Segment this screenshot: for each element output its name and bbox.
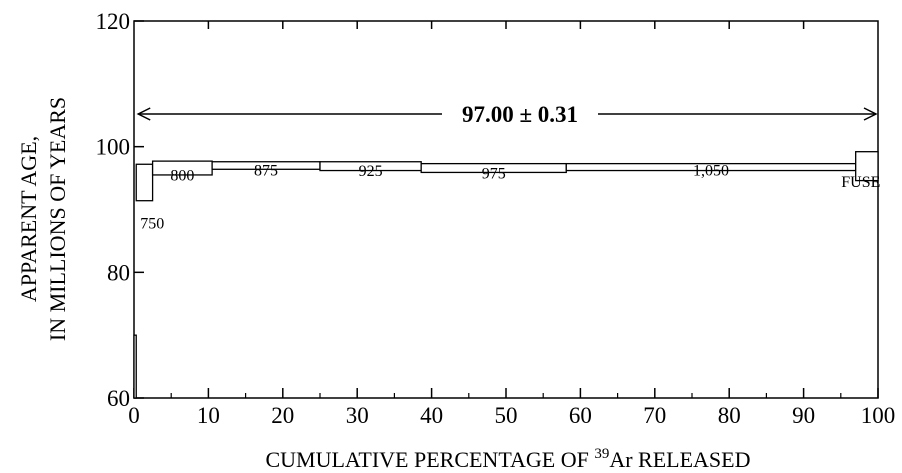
step-label: 925	[359, 163, 383, 180]
step-label: 800	[170, 168, 194, 185]
step-label: 875	[254, 163, 278, 180]
x-axis-title: CUMULATIVE PERCENTAGE OF 39Ar RELEASED	[265, 446, 750, 472]
plateau: 97.00 ± 0.31	[136, 102, 878, 127]
step-label: 1,050	[693, 163, 729, 180]
plateau-label: 97.00 ± 0.31	[462, 102, 578, 127]
age-step-box	[855, 151, 879, 182]
step-label: 750	[140, 216, 164, 233]
x-tick-label: 10	[197, 403, 220, 428]
x-axis-title-tail: Ar RELEASED	[609, 447, 750, 472]
x-tick-label: 100	[861, 403, 896, 428]
x-tick-label: 90	[792, 403, 815, 428]
x-tick-label: 30	[346, 403, 369, 428]
x-axis-ticks: 0 10 20 30 40 50 60 70 80 90 100	[128, 21, 895, 428]
y-tick-label: 100	[96, 135, 131, 160]
plot-area	[133, 20, 879, 399]
step-label: 975	[482, 166, 506, 183]
x-axis-title-superscript: 39	[594, 446, 609, 462]
x-tick-label: 0	[128, 403, 140, 428]
x-tick-label: 40	[420, 403, 443, 428]
y-axis-ticks: 60 80 100 120	[96, 9, 144, 411]
age-step-box	[135, 163, 154, 202]
y-tick-label: 60	[107, 386, 130, 411]
step-label: FUSE	[841, 174, 880, 191]
x-tick-label: 50	[495, 403, 518, 428]
y-tick-label: 80	[107, 260, 130, 285]
y-axis-title-line-1: APPARENT AGE,	[16, 136, 41, 302]
age-step-box	[133, 334, 137, 399]
x-axis-title-main: CUMULATIVE PERCENTAGE OF	[265, 447, 594, 472]
x-tick-label: 20	[271, 403, 294, 428]
x-tick-label: 60	[569, 403, 592, 428]
plot-frame	[133, 20, 879, 399]
x-tick-label: 80	[718, 403, 741, 428]
y-tick-label: 120	[96, 9, 131, 34]
plateau-arrow-right	[863, 107, 878, 121]
y-axis-title-line-2: IN MILLIONS OF YEARS	[45, 97, 70, 341]
x-tick-label: 70	[643, 403, 666, 428]
age-steps: 750 800 875 925 975 1,050 FUSE	[133, 151, 880, 399]
plateau-arrow-left	[136, 107, 151, 121]
